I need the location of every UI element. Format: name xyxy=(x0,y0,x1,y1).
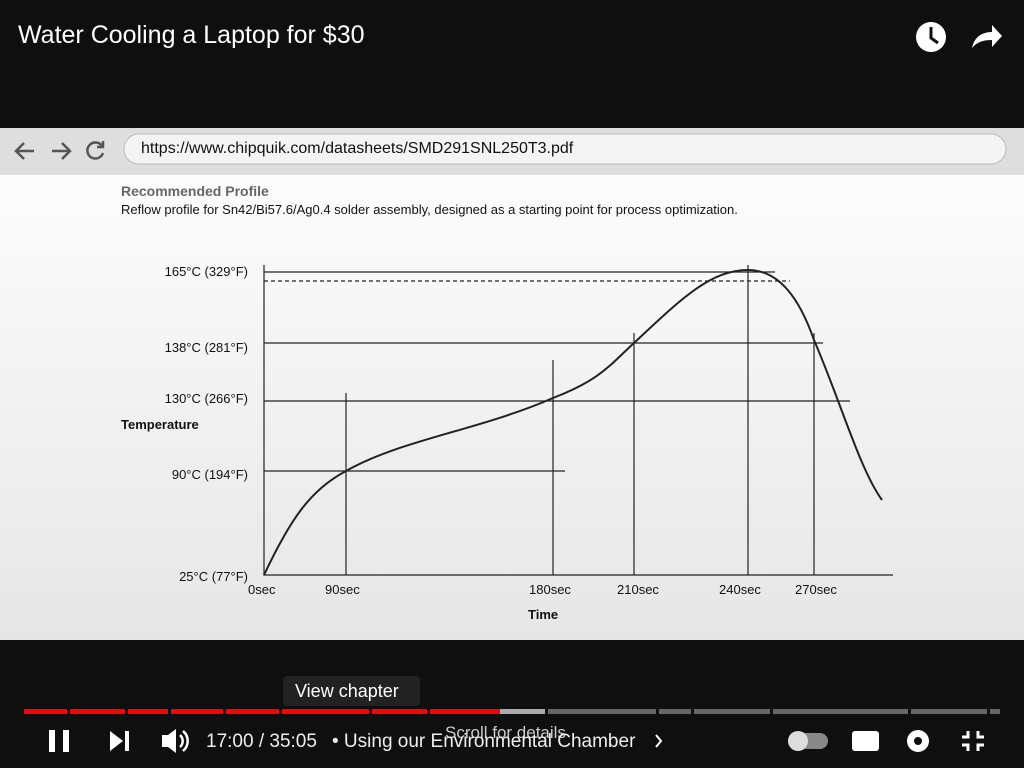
chapter[interactable]: • Using our Environmental Chamber xyxy=(332,731,636,752)
url-bar[interactable] xyxy=(123,133,1007,165)
video-title: Water Cooling a Laptop for $30 xyxy=(18,21,365,49)
x-label: 240sec xyxy=(719,582,761,597)
x-label: 270sec xyxy=(795,582,837,597)
y-label: 90°C (194°F) xyxy=(171,467,248,482)
x-label: 210sec xyxy=(617,582,659,597)
y-axis-label: Temperature xyxy=(121,417,199,432)
reflow-chart xyxy=(263,265,893,576)
y-label: 25°C (77°F) xyxy=(179,569,248,584)
x-axis-label: Time xyxy=(528,607,559,622)
x-label: 0sec xyxy=(248,582,276,597)
share-icon[interactable] xyxy=(972,25,1002,48)
x-label: 90sec xyxy=(325,582,360,597)
browser-window xyxy=(0,128,1024,640)
progress-bar[interactable] xyxy=(24,709,1000,714)
scroll-hint: Scroll for details xyxy=(445,723,566,742)
tooltip-text: View chapter xyxy=(295,681,399,701)
tooltip xyxy=(283,676,420,706)
time: 17:00 / 35:05 xyxy=(206,731,317,752)
x-label: 180sec xyxy=(529,582,571,597)
controls[interactable] xyxy=(49,729,984,753)
doc-description: Reflow profile for Sn42/Bi57.6/Ag0.4 sol… xyxy=(121,202,738,217)
nav-icons[interactable] xyxy=(14,141,105,160)
y-label: 138°C (281°F) xyxy=(164,340,248,355)
y-label: 130°C (266°F) xyxy=(164,391,248,406)
url[interactable]: https://www.chipquik.com/datasheets/SMD2… xyxy=(141,140,574,157)
y-label: 165°C (329°F) xyxy=(164,264,248,279)
doc-heading: Recommended Profile xyxy=(121,183,269,199)
